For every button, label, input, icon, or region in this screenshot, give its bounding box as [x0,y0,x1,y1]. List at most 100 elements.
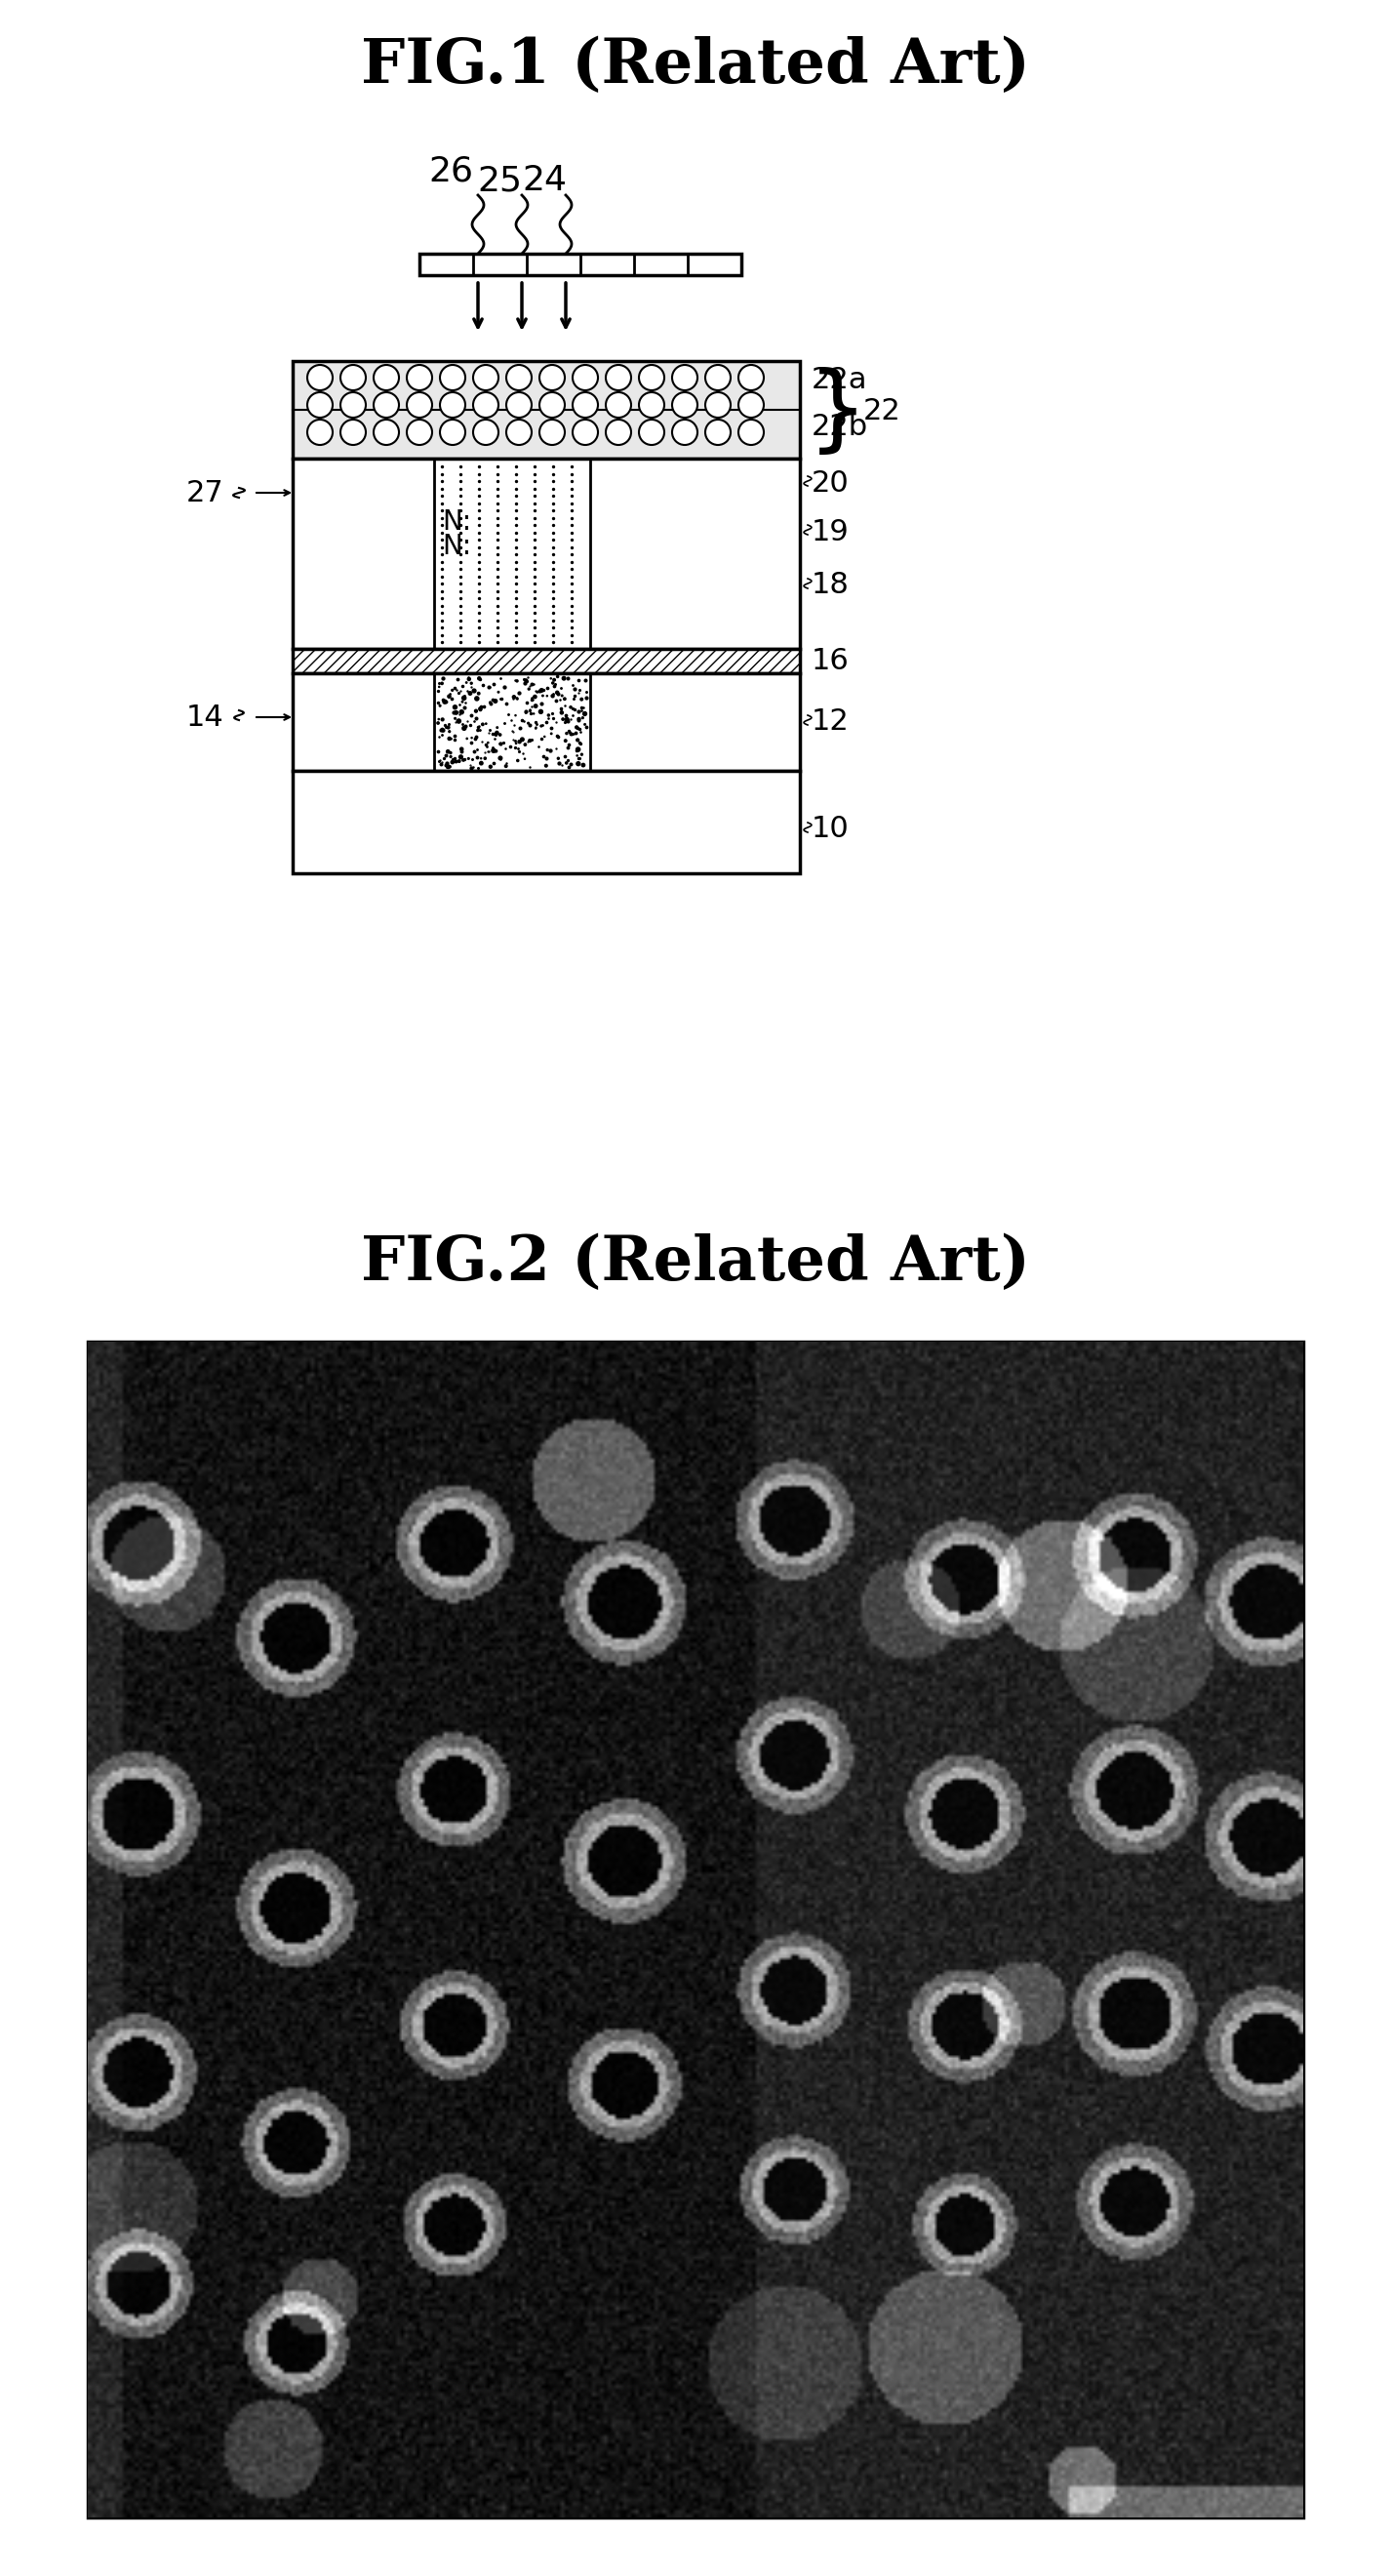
Circle shape [477,677,481,680]
Text: 16: 16 [811,647,850,675]
Circle shape [473,392,498,417]
Circle shape [498,757,502,760]
Text: 22b: 22b [811,412,868,440]
Text: 20: 20 [811,469,850,497]
Circle shape [341,420,366,446]
Circle shape [440,366,466,392]
Circle shape [459,755,463,760]
Circle shape [545,765,548,768]
Text: N:: N: [442,507,472,536]
Circle shape [520,737,524,742]
Circle shape [605,420,632,446]
Text: 14: 14 [186,703,224,732]
Circle shape [406,392,433,417]
Circle shape [672,392,697,417]
Circle shape [739,420,764,446]
Circle shape [374,366,399,392]
Bar [292,649,800,672]
Circle shape [460,747,463,750]
Circle shape [576,762,580,765]
Circle shape [473,688,476,693]
Text: 22: 22 [864,397,901,425]
Circle shape [474,696,479,701]
Bar [292,672,800,770]
Circle shape [479,708,483,711]
Circle shape [441,719,444,721]
Circle shape [576,739,579,742]
Circle shape [473,366,498,392]
Text: 10: 10 [811,814,850,842]
Circle shape [307,420,332,446]
Circle shape [533,696,537,698]
Circle shape [406,366,433,392]
Bar [292,361,800,459]
Text: FIG.2 (Related Art): FIG.2 (Related Art) [360,1234,1031,1293]
Circle shape [506,366,531,392]
Text: 22a: 22a [811,366,868,394]
Text: 27: 27 [186,479,224,507]
Bar [420,252,741,276]
Circle shape [739,366,764,392]
Circle shape [490,765,492,768]
Text: N:: N: [442,533,472,559]
Text: 19: 19 [811,518,850,546]
Circle shape [534,703,537,708]
Circle shape [705,366,730,392]
Text: 24: 24 [522,165,566,198]
Text: 19: 19 [693,1847,737,1880]
Text: 26: 26 [428,155,473,188]
Circle shape [576,726,579,729]
Circle shape [605,366,632,392]
Circle shape [638,366,665,392]
Circle shape [540,392,565,417]
Circle shape [467,677,470,680]
Circle shape [565,719,569,721]
Circle shape [495,732,498,734]
Circle shape [469,690,472,696]
Circle shape [474,708,477,714]
Circle shape [307,392,332,417]
Circle shape [459,711,463,714]
Circle shape [581,762,584,768]
Circle shape [573,392,598,417]
Circle shape [341,366,366,392]
Circle shape [705,392,730,417]
Circle shape [562,677,566,680]
Circle shape [307,366,332,392]
Circle shape [506,392,531,417]
Circle shape [480,762,483,765]
Circle shape [517,739,522,744]
Circle shape [491,750,495,752]
Circle shape [551,696,554,698]
Text: }: } [808,366,868,456]
Text: 25: 25 [477,165,522,198]
Circle shape [672,420,697,446]
Circle shape [448,696,451,698]
Circle shape [374,392,399,417]
Circle shape [447,750,449,752]
Circle shape [555,690,559,693]
Circle shape [462,726,466,729]
Text: FIG.1 (Related Art): FIG.1 (Related Art) [360,36,1031,95]
Circle shape [453,706,458,708]
Circle shape [455,711,458,714]
Text: JDS: JDS [1256,2481,1288,2499]
Circle shape [524,680,527,683]
Circle shape [538,711,542,714]
Text: 12: 12 [811,708,850,737]
Circle shape [341,392,366,417]
Circle shape [462,696,466,701]
Circle shape [441,729,445,732]
Circle shape [605,392,632,417]
Circle shape [638,392,665,417]
Circle shape [406,420,433,446]
Text: 18: 18 [811,572,850,600]
Circle shape [440,420,466,446]
Circle shape [573,366,598,392]
Circle shape [473,420,498,446]
Circle shape [448,737,451,739]
Circle shape [440,392,466,417]
Circle shape [442,701,447,703]
Circle shape [494,698,497,703]
Bar [292,770,800,873]
